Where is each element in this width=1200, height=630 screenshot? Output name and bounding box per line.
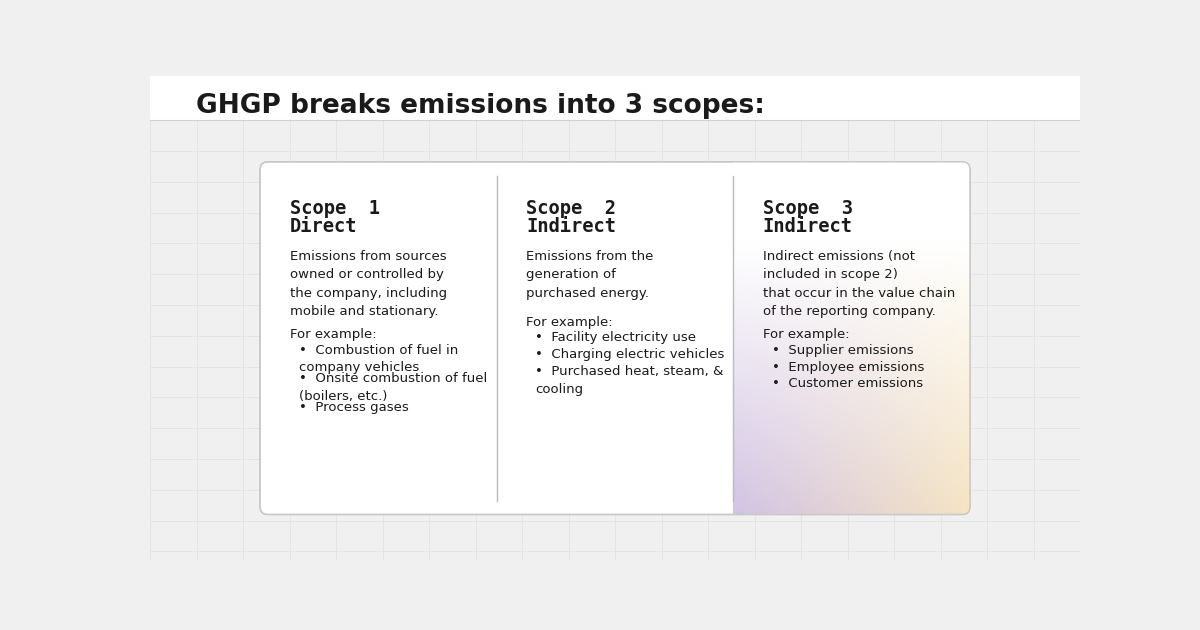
Text: For example:: For example:: [763, 328, 850, 341]
Text: Indirect emissions (not
included in scope 2)
that occur in the value chain
of th: Indirect emissions (not included in scop…: [763, 249, 955, 318]
Text: •  Facility electricity use: • Facility electricity use: [535, 331, 696, 344]
Text: •  Purchased heat, steam, &
cooling: • Purchased heat, steam, & cooling: [535, 365, 724, 396]
Text: Indirect: Indirect: [526, 217, 616, 236]
Text: Emissions from the
generation of
purchased energy.: Emissions from the generation of purchas…: [526, 249, 654, 300]
Text: •  Customer emissions: • Customer emissions: [772, 377, 923, 391]
Text: •  Charging electric vehicles: • Charging electric vehicles: [535, 348, 725, 361]
Text: Direct: Direct: [289, 217, 358, 236]
Text: •  Process gases: • Process gases: [299, 401, 408, 413]
Bar: [150, 76, 1080, 120]
Text: For example:: For example:: [526, 316, 613, 329]
Text: GHGP breaks emissions into 3 scopes:: GHGP breaks emissions into 3 scopes:: [197, 93, 766, 119]
Text: •  Onsite combustion of fuel
(boilers, etc.): • Onsite combustion of fuel (boilers, et…: [299, 372, 487, 403]
Text: •  Employee emissions: • Employee emissions: [772, 360, 924, 374]
Text: •  Supplier emissions: • Supplier emissions: [772, 343, 913, 357]
Text: Scope  1: Scope 1: [289, 199, 379, 218]
Text: Scope  3: Scope 3: [763, 199, 853, 218]
Text: Emissions from sources
owned or controlled by
the company, including
mobile and : Emissions from sources owned or controll…: [289, 249, 446, 318]
Text: •  Combustion of fuel in
company vehicles: • Combustion of fuel in company vehicles: [299, 343, 458, 374]
Text: Scope  2: Scope 2: [526, 199, 616, 218]
Text: Indirect: Indirect: [763, 217, 853, 236]
FancyBboxPatch shape: [260, 162, 970, 515]
Text: For example:: For example:: [289, 328, 376, 341]
